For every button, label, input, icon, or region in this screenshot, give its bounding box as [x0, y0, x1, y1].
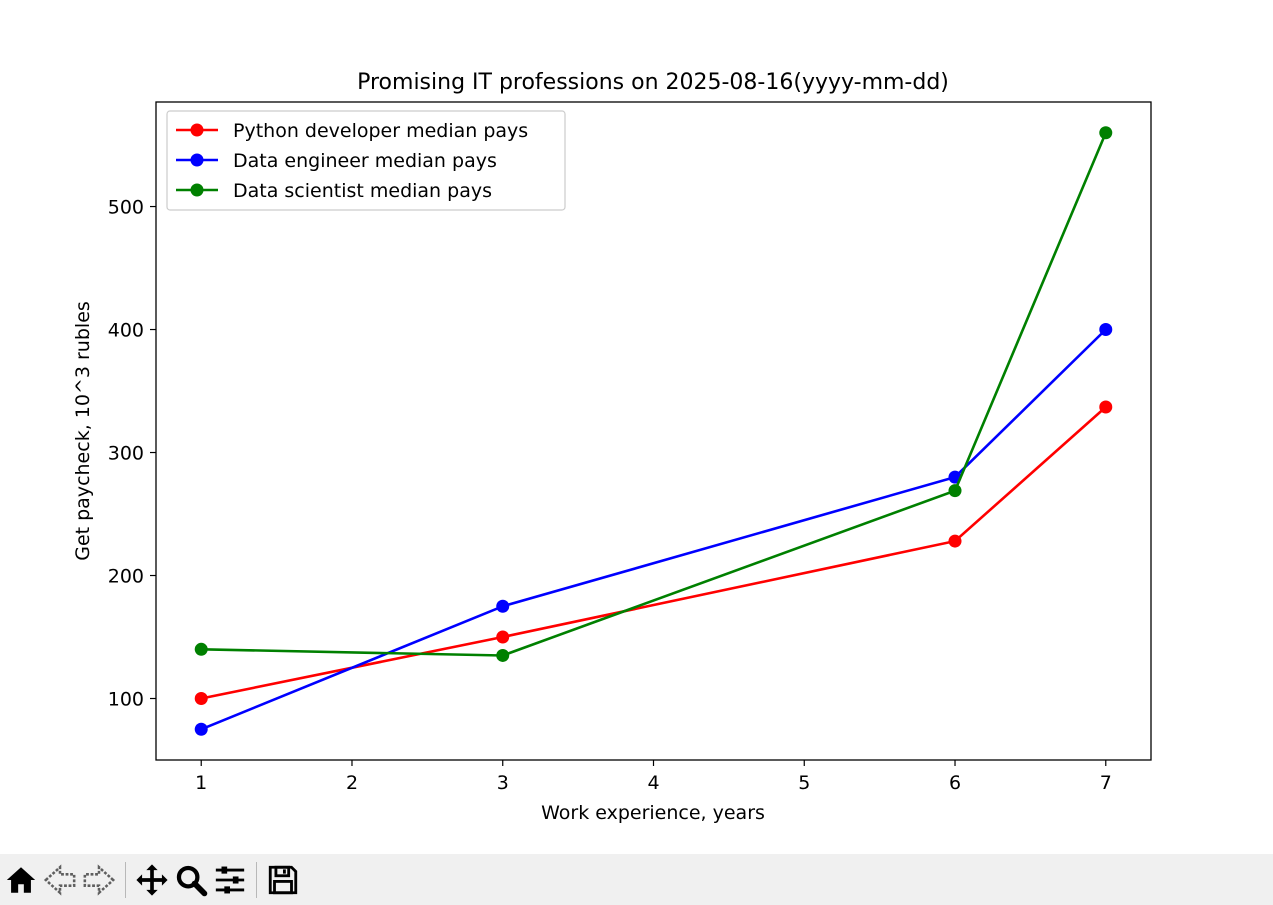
x-tick-label: 7 — [1100, 772, 1112, 794]
navigation-toolbar — [0, 854, 1273, 905]
pan-button[interactable] — [134, 862, 170, 898]
x-tick-label: 4 — [647, 772, 659, 794]
data-point — [948, 534, 962, 548]
data-point — [948, 484, 962, 498]
zoom-button[interactable] — [173, 862, 209, 898]
back-button[interactable] — [42, 862, 78, 898]
series-line — [200, 328, 1107, 731]
series-line — [200, 406, 1107, 700]
x-axis-label: Work experience, years — [541, 802, 765, 824]
y-tick-label: 300 — [108, 443, 144, 465]
legend-entry-label: Python developer median pays — [233, 120, 528, 142]
x-tick-label: 1 — [195, 772, 207, 794]
y-tick-label: 100 — [108, 689, 144, 711]
legend-marker-swatch — [190, 123, 204, 137]
x-tick-label: 5 — [798, 772, 810, 794]
legend-marker-swatch — [190, 183, 204, 197]
legend-marker-swatch — [190, 153, 204, 167]
pan-icon — [136, 863, 168, 896]
legend-entry-label: Data engineer median pays — [233, 150, 497, 172]
configure-subplots-icon — [215, 866, 245, 893]
legend-frame — [166, 110, 566, 211]
toolbar-separator — [125, 861, 126, 898]
zoom-icon — [176, 865, 208, 896]
data-point — [194, 642, 208, 656]
data-point — [194, 692, 208, 706]
data-point — [496, 599, 510, 613]
home-button[interactable] — [3, 862, 39, 898]
configure-subplots-button[interactable] — [212, 862, 248, 898]
axes-layer: 1 2 3 4 5 6 7 100 200 300 400 500 — [108, 197, 1112, 794]
figure-canvas: Promising IT professions on 2025-08-16(y… — [72, 70, 1152, 824]
x-tick-label: 6 — [949, 772, 961, 794]
y-tick-label: 500 — [108, 197, 144, 219]
x-tick-label: 3 — [497, 772, 509, 794]
y-tick-label: 400 — [108, 320, 144, 342]
data-point — [496, 630, 510, 644]
x-tick-label: 2 — [346, 772, 358, 794]
chart-title: Promising IT professions on 2025-08-16(y… — [357, 70, 949, 95]
back-arrow-icon — [43, 863, 76, 896]
series-line — [201, 132, 1107, 657]
save-icon — [268, 865, 298, 894]
y-tick-label: 200 — [108, 566, 144, 588]
line-chart: Promising IT professions on 2025-08-16(y… — [72, 70, 1152, 824]
data-point — [1099, 323, 1113, 337]
data-point — [496, 648, 510, 662]
home-icon — [6, 866, 36, 893]
legend-entry-label: Data scientist median pays — [233, 180, 492, 202]
save-button[interactable] — [265, 862, 301, 898]
data-point — [1099, 400, 1113, 414]
data-point — [194, 722, 208, 736]
forward-arrow-icon — [83, 863, 116, 896]
plot-data-layer — [194, 126, 1113, 736]
legend: Python developer median pays Data enginee… — [166, 110, 566, 211]
toolbar-separator — [256, 861, 257, 898]
data-point — [1099, 126, 1113, 140]
y-axis-label: Get paycheck, 10^3 rubles — [72, 301, 94, 561]
forward-button[interactable] — [81, 862, 117, 898]
